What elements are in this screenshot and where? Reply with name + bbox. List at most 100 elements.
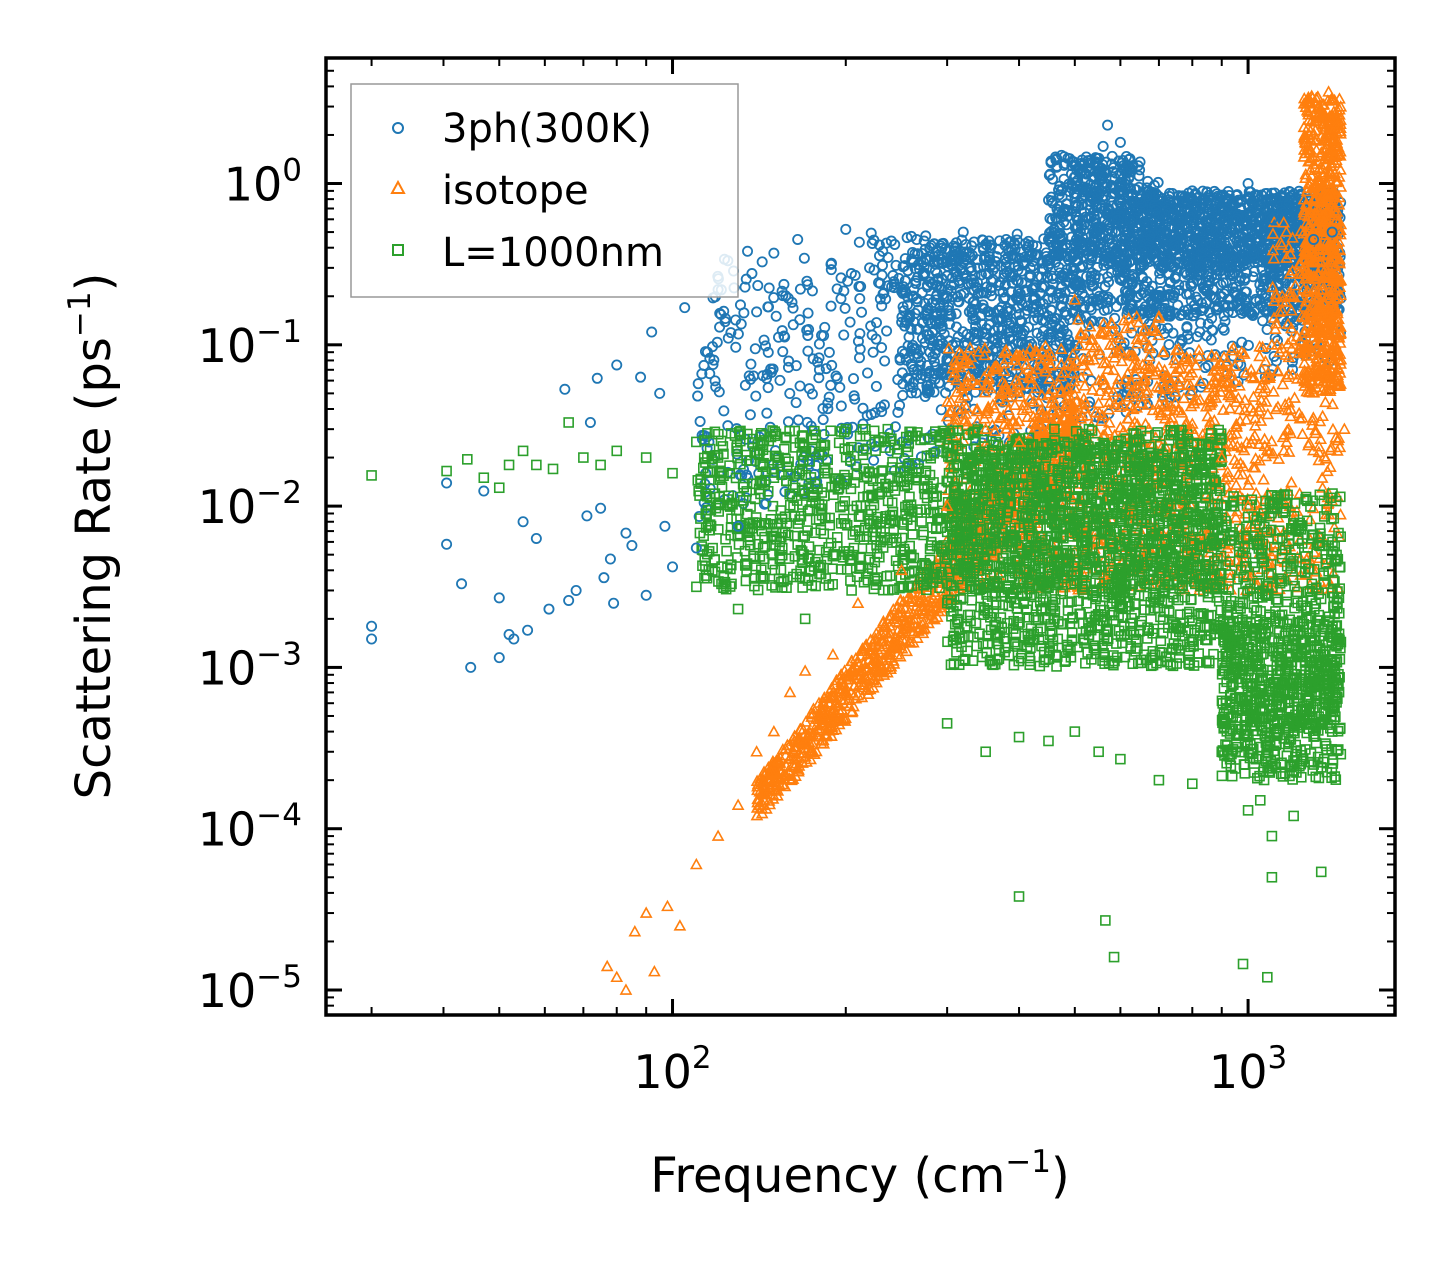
point-3ph300k	[957, 326, 969, 338]
point-3ph300k	[886, 281, 898, 293]
point-3ph300k	[972, 366, 984, 378]
point-3ph300k	[1122, 286, 1134, 298]
point-3ph300k	[802, 345, 814, 357]
point-3ph300k	[778, 278, 790, 290]
point-3ph300k	[835, 400, 847, 412]
point-3ph300k	[1169, 271, 1181, 283]
point-3ph300k	[928, 356, 940, 368]
point-3ph300k	[782, 416, 794, 428]
point-3ph300k	[930, 368, 942, 380]
point-3ph300k	[930, 290, 942, 302]
point-3ph300k	[756, 256, 768, 268]
point-3ph300k	[899, 253, 911, 265]
point-3ph300k	[876, 342, 888, 354]
point-3ph300k	[866, 237, 878, 249]
point-3ph300k	[868, 454, 880, 466]
point-3ph300k	[921, 279, 933, 291]
point-3ph300k	[1105, 294, 1117, 306]
point-3ph300k	[856, 306, 868, 318]
point-3ph300k	[874, 293, 886, 305]
point-3ph300k	[762, 346, 774, 358]
point-3ph300k	[826, 257, 838, 269]
point-3ph300k	[912, 259, 924, 271]
point-3ph300k	[1206, 312, 1218, 324]
point-3ph300k	[922, 302, 934, 314]
point-3ph300k	[1027, 282, 1039, 294]
point-3ph300k	[867, 346, 879, 358]
point-3ph300k	[965, 261, 977, 273]
point-3ph300k	[1182, 309, 1194, 321]
point-3ph300k	[730, 341, 742, 353]
point-3ph300k	[825, 300, 837, 312]
point-3ph300k	[910, 277, 922, 289]
point-3ph300k	[744, 409, 756, 421]
point-3ph300k	[718, 305, 730, 317]
point-3ph300k	[794, 380, 806, 392]
point-3ph300k	[870, 333, 882, 345]
point-3ph300k	[786, 296, 798, 308]
point-3ph300k	[848, 390, 860, 402]
point-3ph300k	[897, 389, 909, 401]
point-3ph300k	[1032, 312, 1044, 324]
point-3ph300k	[692, 390, 704, 402]
point-3ph300k	[927, 340, 939, 352]
point-3ph300k	[1007, 253, 1019, 265]
point-3ph300k	[749, 343, 761, 355]
point-3ph300k	[758, 334, 770, 346]
point-3ph300k	[803, 324, 815, 336]
point-3ph300k	[750, 390, 762, 402]
point-3ph300k	[835, 272, 847, 284]
point-3ph300k	[953, 296, 965, 308]
point-3ph300k	[820, 363, 832, 375]
point-3ph300k	[993, 243, 1005, 255]
point-3ph300k	[813, 338, 825, 350]
point-3ph300k	[905, 323, 917, 335]
point-3ph300k	[725, 327, 737, 339]
point-3ph300k	[734, 299, 746, 311]
point-3ph300k	[1125, 303, 1137, 315]
point-3ph300k	[936, 283, 948, 295]
point-3ph300k	[972, 328, 984, 340]
point-3ph300k	[1120, 294, 1132, 306]
point-3ph300k	[1001, 267, 1013, 279]
point-3ph300k	[1047, 273, 1059, 285]
point-3ph300k	[711, 336, 723, 348]
point-3ph300k	[1105, 267, 1117, 279]
point-3ph300k	[870, 317, 882, 329]
point-3ph300k	[806, 285, 818, 297]
point-3ph300k	[946, 272, 958, 284]
point-3ph300k	[876, 259, 888, 271]
point-3ph300k	[855, 280, 867, 292]
point-3ph300k	[1191, 331, 1203, 343]
point-isotope	[1257, 473, 1270, 485]
point-3ph300k	[854, 293, 866, 305]
point-3ph300k	[834, 381, 846, 393]
point-3ph300k	[878, 399, 890, 411]
point-3ph300k	[694, 415, 706, 427]
point-3ph300k	[1099, 281, 1111, 293]
point-3ph300k	[746, 268, 758, 280]
point-3ph300k	[739, 379, 751, 391]
point-3ph300k	[792, 414, 804, 426]
point-3ph300k	[709, 375, 721, 387]
point-3ph300k	[739, 281, 751, 293]
point-3ph300k	[896, 367, 908, 379]
point-3ph300k	[798, 252, 810, 264]
point-3ph300k	[870, 380, 882, 392]
point-3ph300k	[927, 351, 939, 363]
point-3ph300k	[826, 359, 838, 371]
point-3ph300k	[825, 264, 837, 276]
point-3ph300k	[902, 265, 914, 277]
point-3ph300k	[692, 378, 704, 390]
point-3ph300k	[787, 302, 799, 314]
point-3ph300k	[853, 352, 865, 364]
point-3ph300k	[1195, 381, 1207, 393]
point-3ph300k	[830, 370, 842, 382]
point-3ph300k	[801, 275, 813, 287]
point-3ph300k	[740, 273, 752, 285]
point-3ph300k	[693, 510, 705, 522]
point-3ph300k	[802, 307, 814, 319]
point-3ph300k	[899, 286, 911, 298]
point-3ph300k	[1146, 280, 1158, 292]
